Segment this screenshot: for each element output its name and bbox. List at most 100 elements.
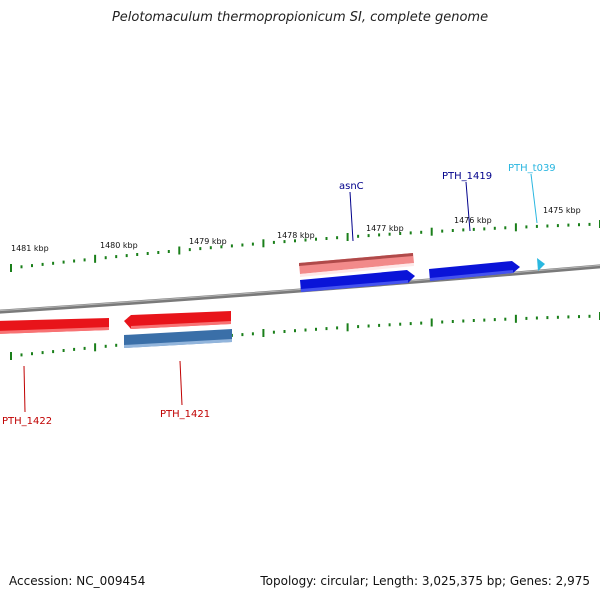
- genome-backbone-highlight: [0, 264, 600, 312]
- gene-label-PTH_t039[interactable]: PTH_t039: [508, 163, 556, 174]
- upper-tick-mark: [31, 264, 33, 268]
- genome-backbone: [0, 264, 600, 314]
- gene-blue-arrow-1[interactable]: [300, 270, 415, 292]
- lower-tick-mark: [115, 343, 118, 347]
- lower-tick-mark: [588, 314, 591, 318]
- PTH_1422-leader: [23, 365, 26, 413]
- gene-PTH_1419-arrow[interactable]: [429, 261, 520, 281]
- lower-tick-mark: [336, 326, 339, 330]
- genome-summary-label: Topology: circular; Length: 3,025,375 bp…: [260, 574, 590, 588]
- lower-tick-mark: [104, 344, 107, 348]
- lower-tick-mark: [441, 320, 444, 324]
- upper-tick-mark: [378, 233, 381, 237]
- lower-tick-mark: [83, 346, 86, 350]
- upper-tick-mark: [399, 232, 402, 235]
- gene-label-asnC[interactable]: asnC: [339, 181, 364, 192]
- lower-tick-mark: [578, 315, 580, 319]
- accession-label: Accession: NC_009454: [9, 574, 146, 588]
- upper-tick-mark: [20, 265, 23, 269]
- lower-tick-mark: [546, 316, 549, 320]
- upper-tick-mark: [546, 224, 549, 228]
- upper-tick-mark: [304, 238, 307, 242]
- gene-label-PTH_1422[interactable]: PTH_1422: [2, 416, 52, 427]
- lower-tick-mark: [388, 323, 391, 327]
- lower-tick-mark: [41, 351, 44, 355]
- upper-tick-mark: [251, 242, 254, 246]
- lower-tick-mark: [462, 319, 465, 323]
- upper-tick-mark: [388, 232, 391, 236]
- lower-tick-mark: [472, 319, 475, 322]
- lower-tick-mark: [251, 332, 254, 336]
- gene-label-PTH_1421[interactable]: PTH_1421: [160, 409, 210, 420]
- gene-PTH_t039-arrow[interactable]: [537, 258, 545, 271]
- lower-tick-mark: [409, 322, 412, 326]
- lower-tick-mark: [525, 316, 528, 320]
- lower-tick-mark: [567, 315, 570, 319]
- gene-label-PTH_1419[interactable]: PTH_1419: [442, 171, 492, 182]
- gene-red-arrow-left[interactable]: [124, 311, 231, 329]
- map-title: Pelotomaculum thermopropionicum SI, comp…: [111, 10, 489, 25]
- upper-tick-mark: [209, 246, 212, 250]
- upper-tick-mark: [262, 239, 265, 248]
- upper-tick-mark: [125, 254, 128, 258]
- upper-tick-mark: [241, 243, 244, 247]
- lower-tick-mark: [94, 343, 97, 352]
- lower-tick-mark: [294, 329, 296, 333]
- upper-tick-mark: [578, 223, 580, 227]
- lower-tick-mark: [504, 317, 507, 321]
- upper-tick-mark: [294, 239, 296, 243]
- lower-tick-mark: [357, 325, 360, 329]
- upper-tick-mark: [315, 237, 317, 241]
- lower-tick-mark: [241, 333, 244, 337]
- upper-tick-mark: [104, 256, 107, 260]
- upper-tick-mark: [178, 246, 181, 255]
- scale-label-1478: 1478 kbp: [277, 231, 315, 240]
- upper-tick-mark: [525, 225, 528, 229]
- upper-tick-mark: [504, 226, 507, 230]
- upper-tick-mark: [451, 229, 454, 232]
- upper-tick-mark: [283, 240, 286, 244]
- upper-tick-mark: [346, 233, 349, 241]
- lower-tick-mark: [399, 322, 402, 326]
- scale-label-1477: 1477 kbp: [366, 224, 404, 233]
- lower-tick-mark: [483, 318, 486, 322]
- upper-tick-mark: [146, 252, 149, 255]
- lower-tick-mark: [73, 347, 76, 351]
- scale-label-1481: 1481 kbp: [11, 244, 49, 253]
- lower-tick-mark: [325, 327, 328, 331]
- lower-tick-mark: [52, 350, 55, 354]
- upper-tick-mark: [472, 227, 475, 231]
- scale-label-1475: 1475 kbp: [543, 206, 581, 215]
- upper-tick-mark: [136, 253, 139, 256]
- upper-tick-mark: [230, 244, 233, 248]
- gene-asnC-block[interactable]: [299, 253, 414, 277]
- upper-tick-mark: [493, 226, 496, 230]
- upper-tick-mark: [272, 240, 275, 244]
- upper-tick-mark: [535, 224, 538, 228]
- upper-tick-mark: [220, 245, 223, 249]
- lower-tick-mark: [420, 321, 423, 325]
- gene-PTH_1422-block[interactable]: [0, 318, 109, 334]
- upper-tick-mark: [430, 227, 433, 236]
- lower-tick-mark: [535, 316, 538, 320]
- gene-PTH_1421-block[interactable]: [124, 329, 232, 348]
- upper-tick-mark: [409, 231, 412, 235]
- upper-tick-mark: [367, 234, 370, 238]
- lower-tick-mark: [31, 352, 33, 356]
- upper-tick-mark: [556, 224, 559, 228]
- upper-tick-mark: [325, 237, 328, 240]
- upper-tick-mark: [514, 223, 517, 232]
- lower-tick-mark: [378, 323, 381, 327]
- lower-tick-mark: [283, 330, 286, 333]
- upper-tick-mark: [588, 222, 591, 226]
- upper-tick-mark: [115, 255, 118, 259]
- upper-tick-mark: [94, 254, 97, 263]
- upper-tick-mark: [73, 259, 76, 263]
- lower-tick-mark: [62, 349, 65, 352]
- upper-tick-mark: [41, 262, 44, 266]
- asnC-leader: [349, 191, 354, 242]
- PTH_t039-leader: [530, 173, 538, 224]
- PTH_1419-leader: [465, 181, 471, 232]
- lower-tick-mark: [346, 323, 349, 332]
